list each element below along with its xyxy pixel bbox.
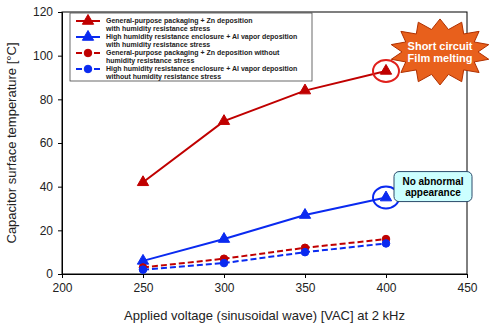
y-axis-title: Capacitor surface temperature [°C] <box>4 42 19 243</box>
tick-label: 20 <box>40 224 54 238</box>
tick: 250 <box>133 274 153 295</box>
annotation-text: No abnormalappearance <box>402 176 463 198</box>
tick: 200 <box>52 274 72 295</box>
tick-label: 250 <box>133 281 153 295</box>
tick: 120 <box>33 5 62 19</box>
series-line <box>143 71 386 182</box>
tick-label: 0 <box>46 267 53 281</box>
legend-marker <box>82 14 93 24</box>
tick-label: 100 <box>33 49 53 63</box>
series-line <box>143 239 386 267</box>
legend: General-purpose packaging + Zn depositio… <box>70 13 312 81</box>
annotation-ring <box>373 60 399 82</box>
tick-mark <box>58 12 62 13</box>
tick: 450 <box>457 274 477 295</box>
tick-label: 450 <box>457 281 477 295</box>
data-point <box>299 209 310 219</box>
annotation-burst <box>391 19 488 85</box>
tick-label: 60 <box>40 136 54 150</box>
tick-label: 40 <box>40 180 54 194</box>
tick-label: 350 <box>295 281 315 295</box>
tick-mark <box>386 274 387 278</box>
data-point <box>139 266 147 274</box>
chart: 200 250 300 350 400 450 0 20 40 60 80 100 120 Applied… <box>0 0 500 334</box>
annotation-text: Short circuitFilm melting <box>408 40 473 64</box>
tick: 400 <box>376 274 396 295</box>
data-point <box>299 84 310 94</box>
legend-marker <box>84 65 92 73</box>
data-point <box>301 248 309 256</box>
data-point <box>137 254 148 264</box>
annotation-box <box>394 172 472 202</box>
tick-mark <box>58 187 62 188</box>
tick-mark <box>58 56 62 57</box>
tick-mark <box>143 274 144 278</box>
data-point <box>220 259 228 267</box>
tick: 40 <box>40 180 62 194</box>
tick: 100 <box>33 49 62 63</box>
annotations: Short circuitFilm melting No abnormalappe… <box>373 19 489 209</box>
tick-mark <box>467 274 468 278</box>
data-point <box>218 115 229 125</box>
y-axis-line <box>58 13 63 275</box>
tick-label: 80 <box>40 93 54 107</box>
x-axis-title: Applied voltage (sinusoidal wave) [VAC] … <box>124 308 405 323</box>
tick: 20 <box>40 224 62 238</box>
tick-mark <box>305 274 306 278</box>
tick: 350 <box>295 274 315 295</box>
tick-label: 300 <box>214 281 234 295</box>
legend-marker <box>84 49 92 57</box>
legend-label: General-purpose packaging + Zn depositio… <box>105 17 252 33</box>
y-axis: 0 20 40 60 80 100 120 <box>33 5 63 281</box>
tick: 300 <box>214 274 234 295</box>
series-line <box>143 198 386 261</box>
legend-box <box>70 13 312 81</box>
tick-label: 400 <box>376 281 396 295</box>
tick: 80 <box>40 93 62 107</box>
tick-label: 200 <box>52 281 72 295</box>
tick: 0 <box>46 267 62 281</box>
series-line <box>143 243 386 269</box>
x-axis-line <box>63 275 468 279</box>
data-point <box>380 64 391 74</box>
data-point <box>382 240 390 248</box>
tick-mark <box>58 274 62 275</box>
plot-area <box>137 64 391 273</box>
legend-marker <box>82 30 93 40</box>
legend-label: General-purpose packaging + Zn depositio… <box>106 49 280 65</box>
data-point <box>218 233 229 243</box>
data-point <box>137 176 148 186</box>
tick-mark <box>58 99 62 100</box>
tick-mark <box>58 143 62 144</box>
tick: 60 <box>40 136 62 150</box>
legend-label: High humidity resistance enclosure + Al … <box>105 65 297 81</box>
tick-label: 120 <box>33 5 53 19</box>
tick-mark <box>58 230 62 231</box>
data-point <box>380 191 391 201</box>
legend-label: High humidity resistance enclosure + Al … <box>105 33 297 49</box>
tick-mark <box>224 274 225 278</box>
x-axis: 200 250 300 350 400 450 <box>52 274 477 295</box>
